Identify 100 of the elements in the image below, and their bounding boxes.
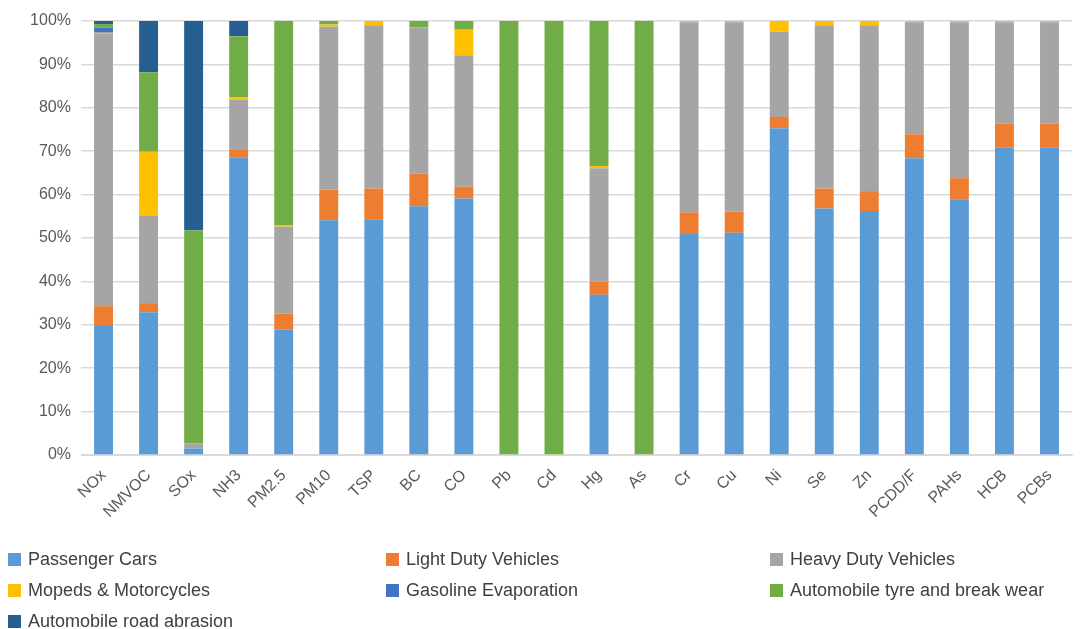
bar: [859, 25, 879, 192]
y-tick-label: 100%: [30, 11, 71, 29]
x-tick-label: As: [624, 466, 650, 492]
bar: [769, 31, 789, 117]
bar: [454, 29, 474, 56]
bar: [949, 178, 969, 200]
bar: [589, 21, 609, 166]
bar: [139, 72, 159, 152]
y-tick-label: 30%: [38, 315, 71, 333]
bar: [589, 168, 609, 282]
y-tick-label: 60%: [38, 185, 71, 203]
bar: [544, 21, 564, 455]
bar: [94, 306, 113, 327]
bar: [184, 230, 204, 444]
bar: [679, 22, 699, 213]
legend-label: Automobile tyre and break wear: [790, 580, 1045, 601]
bar: [454, 198, 474, 455]
x-tick-label: Hg: [577, 466, 605, 493]
bar: [184, 21, 204, 231]
bar: [274, 21, 294, 225]
bar: [364, 21, 384, 26]
bar: [1040, 22, 1059, 124]
legend-label: Passenger Cars: [28, 549, 158, 570]
bar: [454, 186, 474, 199]
bar: [139, 215, 159, 304]
bar: [319, 189, 339, 221]
bar: [859, 191, 879, 212]
bar: [814, 208, 834, 455]
y-tick-label: 90%: [38, 54, 71, 72]
bar: [364, 219, 384, 455]
bar: [634, 21, 654, 455]
bar: [949, 199, 969, 455]
bar: [94, 326, 113, 455]
bar: [769, 21, 789, 32]
bar: [409, 173, 429, 207]
y-tick-label: 80%: [38, 98, 71, 116]
x-tick-label: BC: [396, 466, 425, 494]
bar: [994, 147, 1014, 455]
bar: [319, 26, 339, 190]
bar: [769, 116, 789, 129]
bar: [904, 158, 924, 455]
bar: [814, 25, 834, 189]
bar: [409, 21, 429, 28]
x-tick-label: Cr: [670, 465, 695, 490]
bar: [454, 55, 474, 187]
bar: [994, 22, 1014, 124]
bar: [184, 443, 204, 449]
bar: [1040, 147, 1059, 455]
bar: [274, 313, 294, 330]
y-tick-label: 0%: [47, 445, 71, 463]
bar: [679, 234, 699, 455]
x-tick-label: Cd: [532, 466, 560, 493]
bar: [139, 21, 159, 73]
bar: [1040, 123, 1059, 148]
bar: [229, 21, 249, 37]
bar: [814, 21, 834, 26]
bar: [949, 22, 969, 179]
bar: [94, 34, 113, 307]
y-tick-label: 70%: [38, 141, 71, 159]
bar: [409, 27, 429, 174]
bar: [769, 128, 789, 455]
bar: [229, 99, 249, 150]
x-tick-label: Se: [803, 465, 830, 492]
bar: [814, 188, 834, 209]
bar: [319, 220, 339, 455]
bar: [454, 21, 474, 30]
bar: [724, 22, 744, 212]
bar: [229, 157, 249, 455]
y-tick-label: 50%: [38, 228, 71, 246]
bar: [364, 188, 384, 220]
bar: [139, 151, 159, 216]
legend-label: Gasoline Evaporation: [406, 580, 579, 601]
bar: [274, 329, 294, 455]
bar: [904, 22, 924, 135]
bar: [724, 211, 744, 233]
bar: [589, 281, 609, 295]
bar: [229, 36, 249, 98]
x-tick-label: Pb: [488, 465, 515, 492]
bar: [499, 21, 519, 455]
x-tick-label: Cu: [712, 466, 740, 493]
legend-label: Light Duty Vehicles: [406, 549, 560, 570]
x-tick-label: SOx: [164, 466, 199, 501]
bar: [364, 25, 384, 189]
x-tick-label: Ni: [761, 466, 785, 489]
x-tick-label: CO: [440, 466, 470, 495]
legend-label: Automobile road abrasion: [28, 611, 234, 629]
bar: [139, 312, 159, 455]
bar: [589, 294, 609, 455]
bar: [274, 226, 294, 314]
legend-label: Mopeds & Motorcycles: [28, 580, 211, 601]
bar: [859, 211, 879, 455]
bar: [229, 97, 249, 100]
bar: [184, 448, 204, 455]
bar: [994, 123, 1014, 148]
bar: [904, 134, 924, 159]
bar: [409, 206, 429, 455]
bar: [229, 149, 249, 158]
y-tick-label: 10%: [38, 402, 71, 420]
x-tick-label: TSP: [345, 466, 380, 501]
y-tick-label: 20%: [38, 358, 71, 376]
